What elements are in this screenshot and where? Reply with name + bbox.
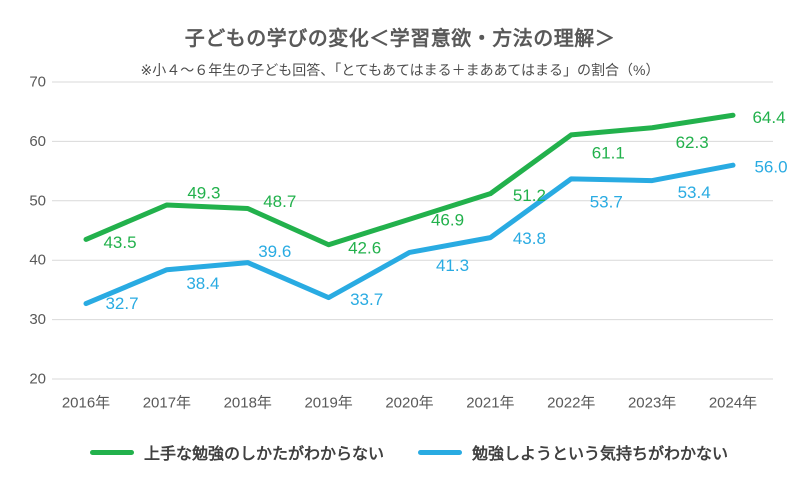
data-point-label-series-2: 41.3 [436, 256, 469, 275]
blue-line-swatch-icon [418, 449, 462, 455]
legend: 上手な勉強のしかたがわからない 勉強しようという気持ちがわかない [0, 440, 800, 466]
data-point-label-series-1: 61.1 [592, 143, 625, 162]
data-point-label-series-1: 43.5 [103, 233, 136, 252]
data-point-label-series-1: 48.7 [263, 192, 296, 211]
legend-label-series-1: 上手な勉強のしかたがわからない [144, 446, 385, 463]
series-line-2 [83, 162, 736, 307]
y-axis-tick-label: 60 [29, 133, 46, 150]
data-point-label-series-1: 49.3 [187, 183, 220, 202]
y-axis-tick-label: 40 [29, 252, 46, 269]
data-point-label-series-1: 51.2 [513, 186, 546, 205]
legend-label-series-2: 勉強しようという気持ちがわかない [472, 446, 729, 463]
chart-title: 子どもの学びの変化＜学習意欲・方法の理解＞ [184, 28, 616, 50]
chart-subtitle: ※小４～６年生の子ども回答、「とてもあてはまる＋まああてはまる」の割合（%） [140, 62, 660, 78]
x-axis-tick-label: 2024年 [709, 395, 757, 412]
x-axis-tick-label: 2018年 [224, 395, 272, 412]
x-axis-tick-label: 2017年 [143, 395, 191, 412]
x-axis-tick-label: 2016年 [62, 395, 110, 412]
x-axis-tick-label: 2022年 [547, 395, 595, 412]
legend-item-series-1: 上手な勉強のしかたがわからない [90, 440, 384, 464]
data-point-label-series-1: 62.3 [676, 133, 709, 152]
y-axis-tick-label: 30 [29, 311, 46, 328]
data-point-label-series-2: 43.8 [513, 229, 546, 248]
data-point-label-series-2: 39.6 [258, 242, 291, 261]
series-line-1 [83, 112, 736, 248]
y-axis-tick-label: 20 [29, 371, 46, 388]
data-point-label-series-2: 53.4 [678, 183, 711, 202]
x-axis-tick-label: 2021年 [466, 395, 514, 412]
legend-item-series-2: 勉強しようという気持ちがわかない [418, 440, 728, 464]
data-point-label-series-2: 56.0 [754, 158, 787, 177]
x-axis-tick-label: 2020年 [385, 395, 433, 412]
data-point-label-series-2: 32.7 [105, 294, 138, 313]
y-axis-tick-label: 50 [29, 192, 46, 209]
x-axis-tick-label: 2023年 [628, 395, 676, 412]
x-axis-tick-label: 2019年 [304, 395, 352, 412]
data-point-label-series-2: 53.7 [590, 192, 623, 211]
data-point-label-series-1: 64.4 [752, 108, 785, 127]
data-point-label-series-2: 38.4 [186, 274, 219, 293]
data-point-label-series-2: 33.7 [350, 290, 383, 309]
data-point-label-series-1: 46.9 [431, 211, 464, 230]
data-point-label-series-1: 42.6 [348, 238, 381, 257]
green-line-swatch-icon [90, 449, 134, 455]
y-axis-tick-label: 70 [29, 74, 46, 91]
